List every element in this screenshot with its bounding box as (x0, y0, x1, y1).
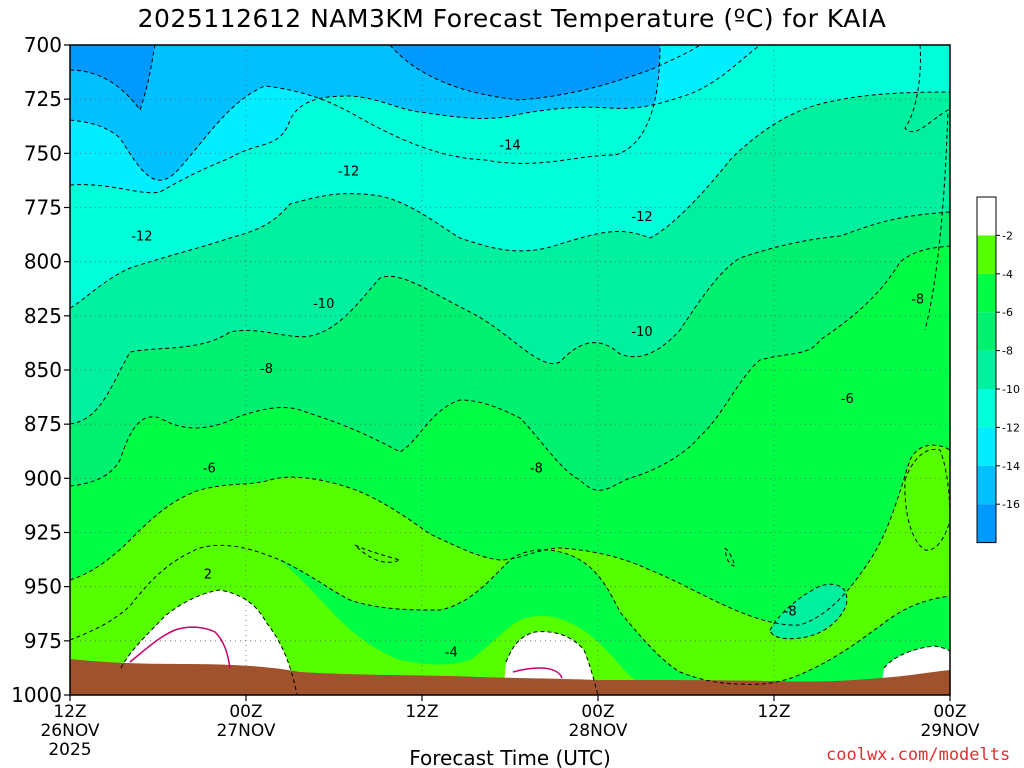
y-tick-label: 800 (24, 250, 62, 274)
colorbar-legend: -2 -4 -6 -8 -10 -12 -14 -16 (976, 196, 1020, 544)
underground (70, 659, 950, 695)
x-tick-label: 12Z (405, 702, 438, 722)
y-tick-label: 925 (24, 521, 62, 545)
contour-line-east-vert (904, 45, 949, 331)
contour-line-neg8 (70, 245, 950, 491)
contour-line-neg4 (70, 544, 950, 685)
colorbar-label: -16 (1002, 498, 1020, 511)
contour-labels: -14 -12 -12 -12 -10 -10 -8 -8 -8 -8 -6 -6 -4 2 (131, 139, 924, 661)
x-tick-label: 12Z (757, 702, 790, 722)
contour-label: -14 (499, 139, 520, 154)
colorbar-label: -6 (1002, 306, 1013, 319)
contour-label: -10 (313, 297, 334, 312)
x-tick-label: 29NOV (920, 721, 979, 741)
colorbar-label: -10 (1002, 383, 1020, 396)
x-tick-label: 2025 (48, 740, 91, 760)
gridlines (70, 45, 950, 695)
y-tick-label: 725 (24, 87, 62, 111)
y-tick-label: 975 (24, 629, 62, 653)
contour-label: -8 (260, 362, 273, 377)
contour-line-neg12 (70, 45, 761, 194)
x-tick-label: 00Z (229, 702, 262, 722)
colorbar-label: -14 (1002, 460, 1020, 473)
contour-line-east-neg4 (904, 448, 950, 551)
colorbar-bin (977, 504, 996, 543)
contour-line-neg6 (70, 444, 950, 626)
colorbar-bin (977, 465, 996, 505)
contour-label: -12 (131, 230, 152, 245)
colorbar-bin (977, 350, 996, 389)
y-tick-label: 700 (24, 33, 62, 57)
colorbar-label: -8 (1002, 345, 1013, 358)
colorbar-label: -4 (1002, 268, 1013, 281)
colorbar-bin (977, 197, 996, 236)
colorbar-bin (977, 389, 996, 428)
x-tick-label: 28NOV (568, 721, 627, 741)
contour-label: -8 (530, 462, 543, 477)
x-axis-label: Forecast Time (UTC) (409, 746, 611, 768)
source-credit: coolwx.com/modelts (826, 745, 1011, 765)
y-tick-label: 950 (24, 575, 62, 599)
x-tick-label: 12Z (53, 702, 86, 722)
y-tick-label: 875 (24, 412, 62, 436)
contour-line-east-neg8 (769, 583, 848, 640)
contour-label: -8 (784, 605, 797, 620)
y-tick-label: 1000 (11, 683, 62, 707)
contour-line-neg10 (70, 211, 950, 425)
contour-label: -4 (445, 646, 458, 661)
contour-line-neg12-b (70, 91, 950, 309)
contour-line-neg16 (70, 45, 701, 112)
y-axis: 700 725 750 775 800 825 850 875 900 925 950 975 1000 (11, 33, 70, 707)
band-neg2-eastpocket (904, 449, 950, 551)
colorbar-label: -12 (1002, 421, 1020, 434)
x-tick-label: 00Z (581, 702, 614, 722)
y-tick-label: 750 (24, 141, 62, 165)
x-tick-label: 00Z (933, 702, 966, 722)
freezing-contour-1 (129, 626, 231, 669)
y-tick-label: 775 (24, 196, 62, 220)
contour-label: 2 (204, 568, 212, 583)
contour-label: -12 (631, 210, 652, 225)
contour-line-neg14 (70, 45, 661, 181)
contour-label: -10 (631, 325, 652, 340)
colorbar-bin (977, 427, 996, 466)
x-tick-label: 27NOV (216, 721, 275, 741)
contour-label: -6 (841, 392, 854, 407)
contour-label: -8 (911, 293, 924, 308)
colorbar-bin (977, 312, 996, 351)
chart-title: 2025112612 NAM3KM Forecast Temperature (… (137, 4, 887, 33)
colorbar-label: -2 (1002, 229, 1013, 242)
colorbar-frame (976, 196, 997, 544)
freezing-contour-2 (512, 667, 563, 679)
contour-label: -12 (338, 165, 359, 180)
colorbar-bin (977, 273, 996, 313)
y-tick-label: 850 (24, 358, 62, 382)
colorbar-bin (977, 235, 996, 274)
x-tick-label: 26NOV (40, 721, 99, 741)
contour-line-neg2 (120, 589, 950, 695)
y-tick-label: 900 (24, 466, 62, 490)
contour-label: -6 (203, 462, 216, 477)
y-tick-label: 825 (24, 304, 62, 328)
